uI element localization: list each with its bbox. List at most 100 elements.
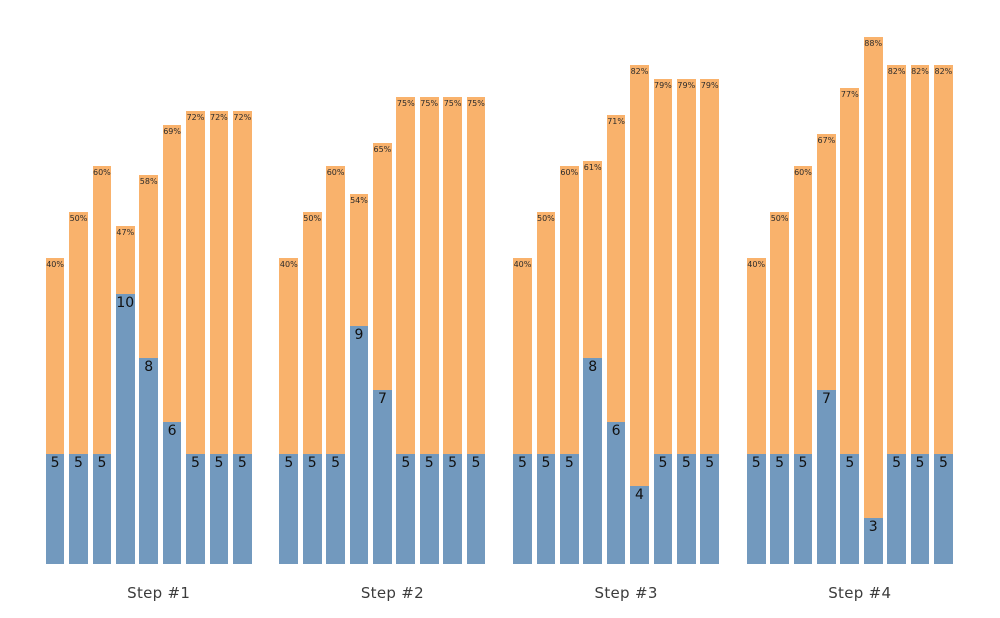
count-label: 5 [74,455,83,471]
count-label: 5 [97,455,107,471]
count-label: 3 [868,519,878,535]
count-label: 5 [518,455,527,471]
percent-label: 72% [233,112,252,122]
count-bar: 5 [302,454,322,564]
percent-label: 79% [677,80,696,90]
count-label: 8 [588,359,598,375]
count-label: 5 [214,455,224,471]
percent-bar: 77% [840,87,860,564]
count-label: 5 [845,455,855,471]
count-bar: 5 [746,454,766,564]
count-bar: 5 [653,454,673,564]
percent-bar: 82% [887,64,906,564]
percent-label: 58% [139,177,158,187]
percent-bar: 79% [700,78,720,564]
percent-bar: 79% [676,78,696,564]
percent-bar: 75% [419,97,439,564]
percent-bar: 79% [653,78,673,564]
percent-label: 72% [186,112,205,122]
count-bar: 5 [559,454,579,564]
count-bar: 5 [279,454,299,564]
percent-label: 40% [747,260,766,269]
count-bar: 7 [373,390,392,564]
percent-label: 75% [443,99,462,108]
count-bar: 5 [676,454,696,564]
count-bar: 3 [863,518,883,564]
count-bar: 5 [69,454,88,564]
percent-bar: 75% [396,97,416,564]
count-label: 5 [705,455,715,471]
count-bar: 7 [817,390,836,564]
percent-bar: 72% [232,110,252,564]
count-label: 8 [144,359,154,375]
percent-bar: 82% [630,64,649,564]
count-label: 5 [331,455,341,471]
percent-label: 71% [607,117,625,127]
percent-bar: 72% [186,110,205,564]
percent-label: 79% [654,80,672,90]
count-bar: 4 [630,486,649,564]
count-label: 5 [541,455,551,471]
percent-label: 50% [303,214,322,223]
count-label: 7 [377,391,387,407]
percent-bar: 75% [466,97,486,564]
percent-label: 82% [887,66,906,76]
count-label: 5 [775,455,785,471]
percent-label: 40% [513,260,532,269]
count-bar: 5 [536,454,556,564]
percent-label: 60% [794,168,812,177]
percent-label: 69% [163,126,181,136]
percent-label: 77% [840,89,859,99]
count-label: 5 [658,455,668,471]
count-bar: 5 [700,454,720,564]
count-bar: 6 [162,422,182,564]
count-label: 4 [635,487,644,503]
count-bar: 5 [910,454,930,564]
count-label: 5 [401,455,411,471]
count-label: 5 [284,455,294,471]
percent-label: 72% [210,112,228,122]
percent-label: 82% [934,66,953,76]
count-bar: 5 [92,454,112,564]
count-bar: 8 [583,358,603,564]
count-label: 5 [798,455,808,471]
count-bar: 5 [186,454,205,564]
count-bar: 5 [513,454,532,564]
count-bar: 5 [887,454,906,564]
count-label: 5 [471,455,481,471]
count-bar: 8 [139,358,159,564]
percent-label: 50% [69,214,88,223]
count-bar: 6 [606,422,626,564]
count-label: 10 [116,295,135,311]
percent-label: 47% [116,227,135,237]
count-bar: 5 [209,454,229,564]
count-bar: 5 [466,454,486,564]
count-bar: 5 [770,454,789,564]
percent-label: 60% [560,168,579,177]
count-label: 6 [167,423,177,439]
count-bar: 9 [349,326,369,564]
percent-bar: 82% [910,64,930,564]
count-bar: 10 [115,294,135,564]
percent-label: 75% [420,99,439,108]
percent-label: 61% [583,163,602,173]
count-bar: 5 [396,454,416,564]
percent-bar: 88% [863,37,883,564]
count-label: 5 [50,455,60,471]
count-label: 5 [892,455,902,471]
count-bar: 5 [326,454,345,564]
percent-label: 54% [350,195,368,205]
percent-label: 75% [467,99,485,108]
count-bar: 5 [934,454,953,564]
count-bar: 5 [443,454,462,564]
count-label: 6 [611,423,621,439]
percent-label: 88% [864,39,883,49]
step-axis-label: Step #1 [127,584,191,602]
percent-label: 40% [46,260,64,269]
count-label: 7 [821,391,831,407]
count-label: 5 [448,455,458,471]
percent-bar: 72% [209,110,229,564]
count-label: 5 [751,455,761,471]
percent-label: 50% [770,214,789,223]
